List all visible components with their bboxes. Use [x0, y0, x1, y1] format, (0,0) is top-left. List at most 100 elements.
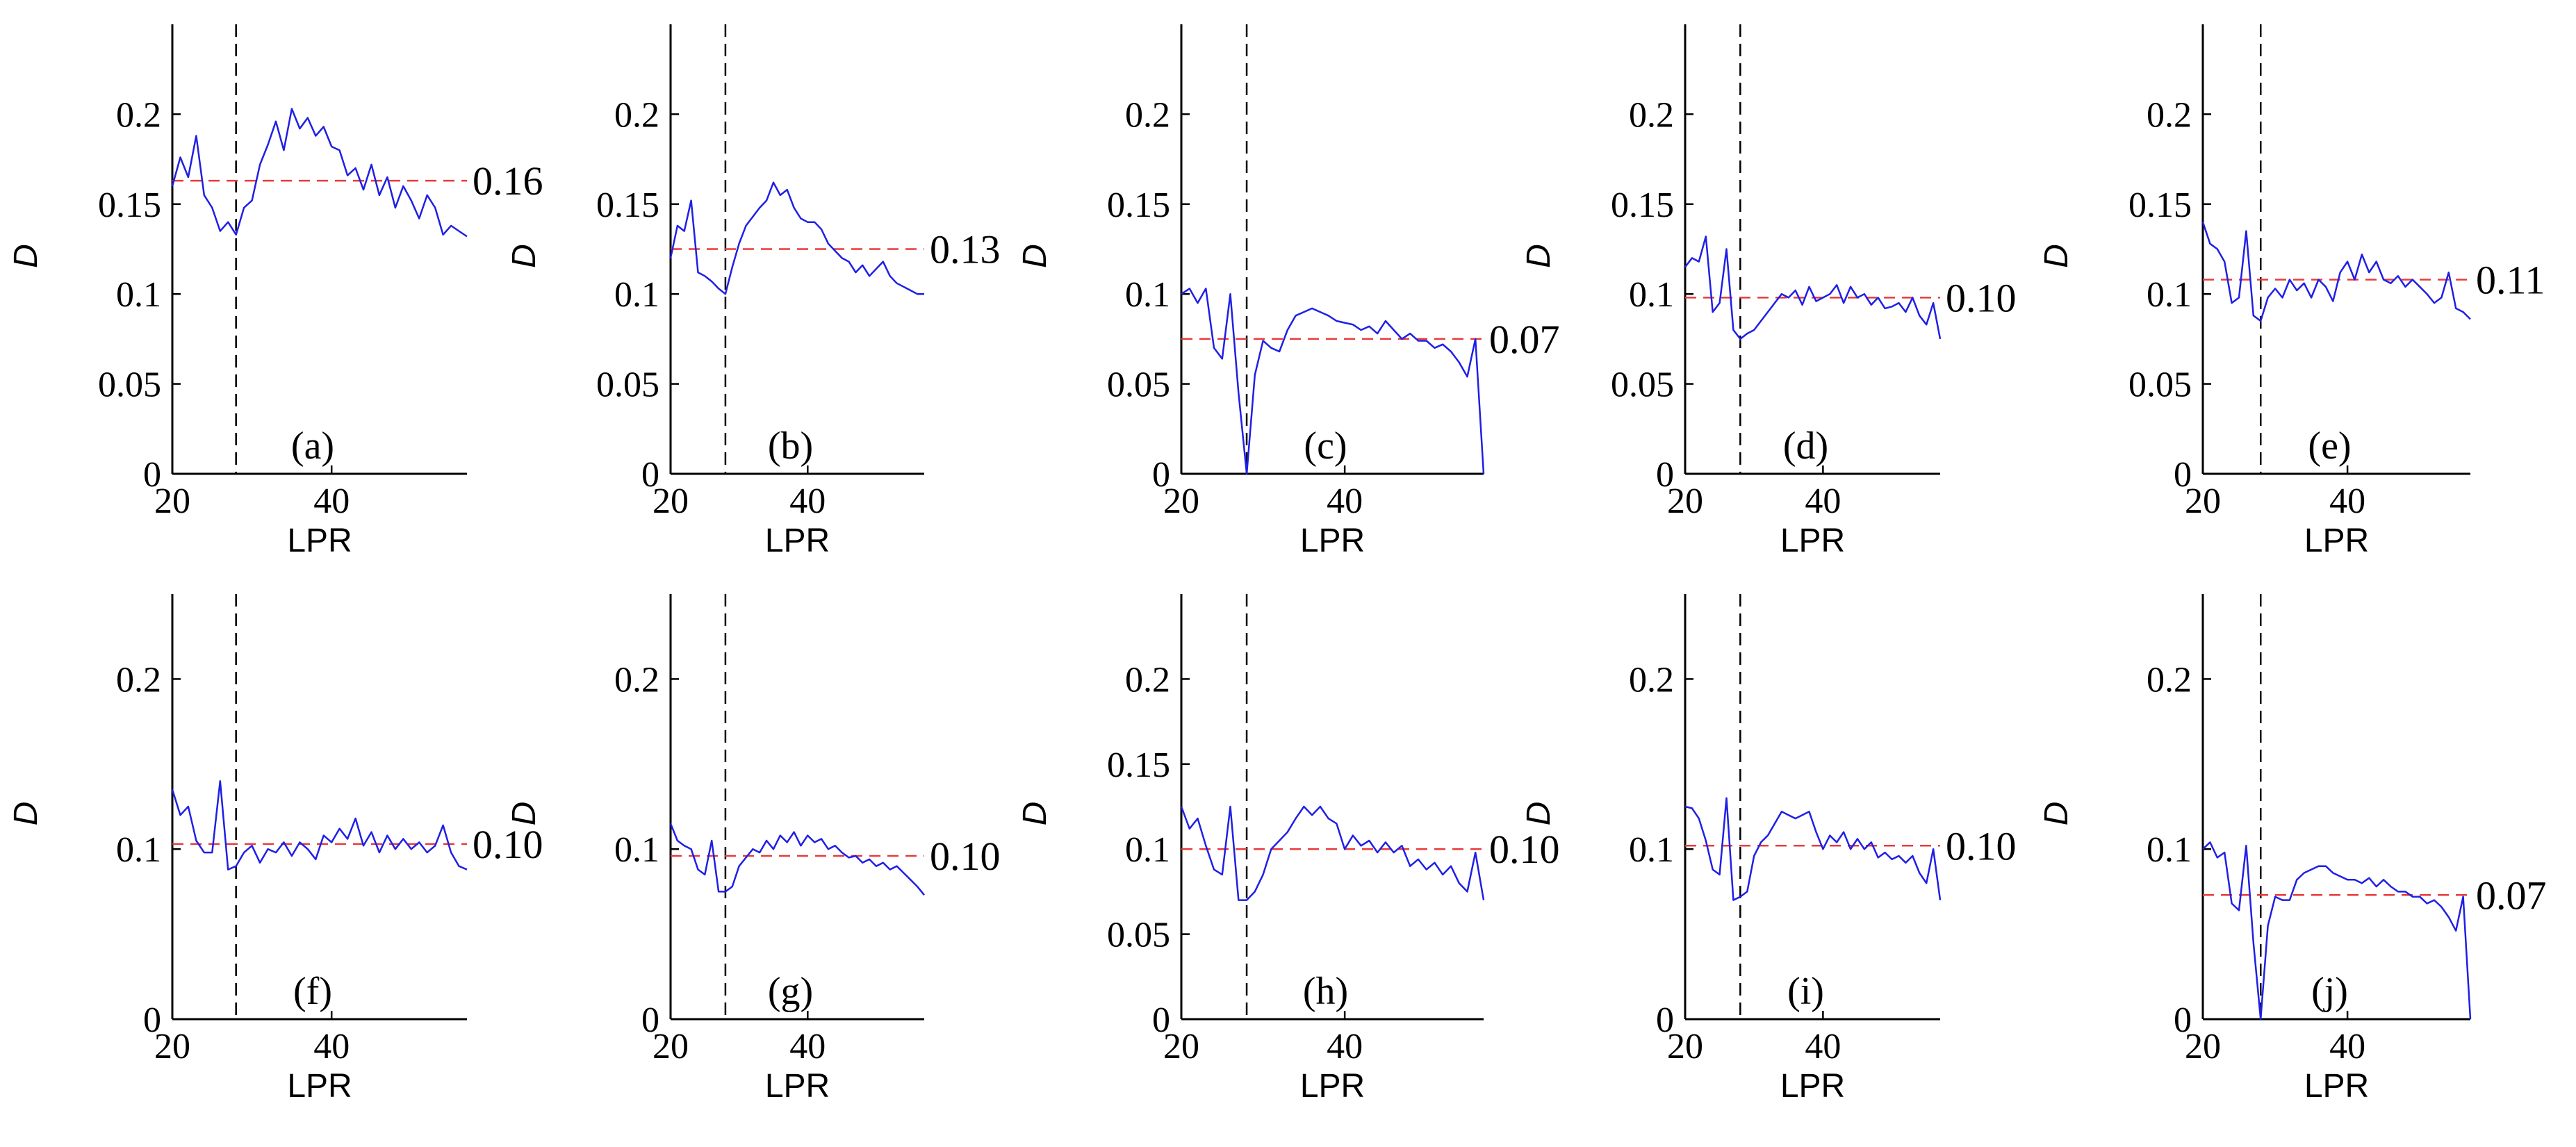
- y-axis-label: D: [506, 244, 543, 268]
- x-tick-label: 20: [154, 481, 190, 521]
- series-line: [1181, 288, 1485, 475]
- y-tick-label: 0.1: [1629, 830, 1674, 870]
- x-tick-label: 40: [789, 1027, 826, 1066]
- y-axis-label: D: [1520, 244, 1557, 268]
- series-line: [1684, 797, 1942, 901]
- y-tick-label: 0.05: [2128, 365, 2192, 405]
- panel-label: (c): [1304, 424, 1347, 468]
- series-line: [1180, 805, 1485, 901]
- x-axis-label: LPR: [1780, 522, 1845, 559]
- y-tick-label: 0.2: [1629, 660, 1674, 700]
- y-axis-label: D: [2038, 244, 2075, 268]
- x-tick-label: 40: [2329, 481, 2365, 521]
- y-tick-label: 0.1: [614, 275, 659, 315]
- y-tick-label: 0.2: [614, 95, 659, 135]
- y-tick-label: 0: [1152, 1000, 1170, 1040]
- panel-label: (e): [2308, 424, 2351, 468]
- mean-value-label: 0.13: [930, 227, 1001, 272]
- x-tick-label: 40: [1805, 481, 1841, 521]
- x-tick-label: 20: [653, 481, 689, 521]
- series-line: [2201, 222, 2471, 322]
- x-tick-label: 40: [313, 1027, 350, 1066]
- y-axis-label: D: [1017, 244, 1053, 268]
- y-tick-label: 0.2: [2147, 95, 2192, 135]
- x-axis-label: LPR: [1780, 1068, 1845, 1105]
- y-tick-label: 0: [1656, 455, 1674, 495]
- x-tick-label: 40: [789, 481, 826, 521]
- series-line: [171, 108, 468, 238]
- x-tick-label: 20: [1667, 1027, 1703, 1066]
- x-axis-label: LPR: [1300, 1068, 1365, 1105]
- series-line: [1684, 236, 1942, 340]
- y-tick-label: 0: [641, 1000, 659, 1040]
- panel-label: (g): [768, 970, 813, 1013]
- panel-label: (b): [768, 424, 813, 468]
- mean-value-label: 0.10: [473, 822, 543, 867]
- y-tick-label: 0.1: [2147, 275, 2192, 315]
- y-tick-label: 0: [143, 455, 161, 495]
- x-axis-label: LPR: [2304, 522, 2369, 559]
- x-tick-label: 40: [1327, 1027, 1363, 1066]
- x-tick-label: 40: [1327, 481, 1363, 521]
- mean-value-label: 0.07: [2476, 873, 2547, 918]
- y-tick-label: 0: [143, 1000, 161, 1040]
- y-axis-label: D: [8, 244, 44, 268]
- series-line: [669, 181, 924, 295]
- x-tick-label: 40: [313, 481, 350, 521]
- panel-label: (f): [293, 970, 332, 1013]
- panel-label: (d): [1783, 424, 1828, 468]
- series-line: [171, 780, 468, 870]
- y-axis-label: D: [2038, 802, 2075, 826]
- y-tick-label: 0.1: [2147, 830, 2192, 870]
- y-tick-label: 0.05: [1611, 365, 1674, 405]
- y-axis-label: D: [1520, 802, 1557, 826]
- y-tick-label: 0.15: [2128, 185, 2192, 225]
- y-tick-label: 0: [1656, 1000, 1674, 1040]
- y-tick-label: 0.15: [98, 185, 161, 225]
- mean-value-label: 0.11: [2476, 257, 2545, 302]
- y-axis-label: D: [1017, 802, 1053, 826]
- y-tick-label: 0.2: [1629, 95, 1674, 135]
- mean-value-label: 0.16: [473, 158, 543, 204]
- panel-label: (i): [1787, 970, 1824, 1013]
- y-tick-label: 0.2: [2147, 660, 2192, 700]
- y-tick-label: 0.15: [1107, 745, 1170, 785]
- y-tick-label: 0.1: [116, 275, 161, 315]
- y-tick-label: 0.15: [596, 185, 659, 225]
- y-tick-label: 0.2: [1125, 660, 1170, 700]
- y-tick-label: 0.2: [614, 660, 659, 700]
- y-axis-label: D: [8, 802, 44, 826]
- x-axis-label: LPR: [2304, 1068, 2369, 1105]
- x-tick-label: 20: [1163, 1027, 1199, 1066]
- x-axis-label: LPR: [765, 1068, 830, 1105]
- mean-value-label: 0.10: [1489, 827, 1560, 872]
- y-tick-label: 0.1: [1125, 275, 1170, 315]
- y-tick-label: 0: [641, 455, 659, 495]
- y-tick-label: 0.05: [1107, 916, 1170, 955]
- panel-label: (j): [2311, 970, 2348, 1013]
- y-tick-label: 0: [2174, 1000, 2192, 1040]
- y-tick-label: 0.2: [116, 95, 161, 135]
- y-tick-label: 0.15: [1107, 185, 1170, 225]
- y-axis-label: D: [506, 802, 543, 826]
- y-tick-label: 0.1: [116, 830, 161, 870]
- x-axis-label: LPR: [765, 522, 830, 559]
- x-tick-label: 40: [1805, 1027, 1841, 1066]
- x-tick-label: 20: [1163, 481, 1199, 521]
- x-axis-label: LPR: [1300, 522, 1365, 559]
- y-tick-label: 0.1: [1125, 830, 1170, 870]
- series-line: [669, 823, 925, 896]
- mean-value-label: 0.10: [930, 834, 1001, 879]
- x-tick-label: 20: [1667, 481, 1703, 521]
- y-tick-label: 0.05: [1107, 365, 1170, 405]
